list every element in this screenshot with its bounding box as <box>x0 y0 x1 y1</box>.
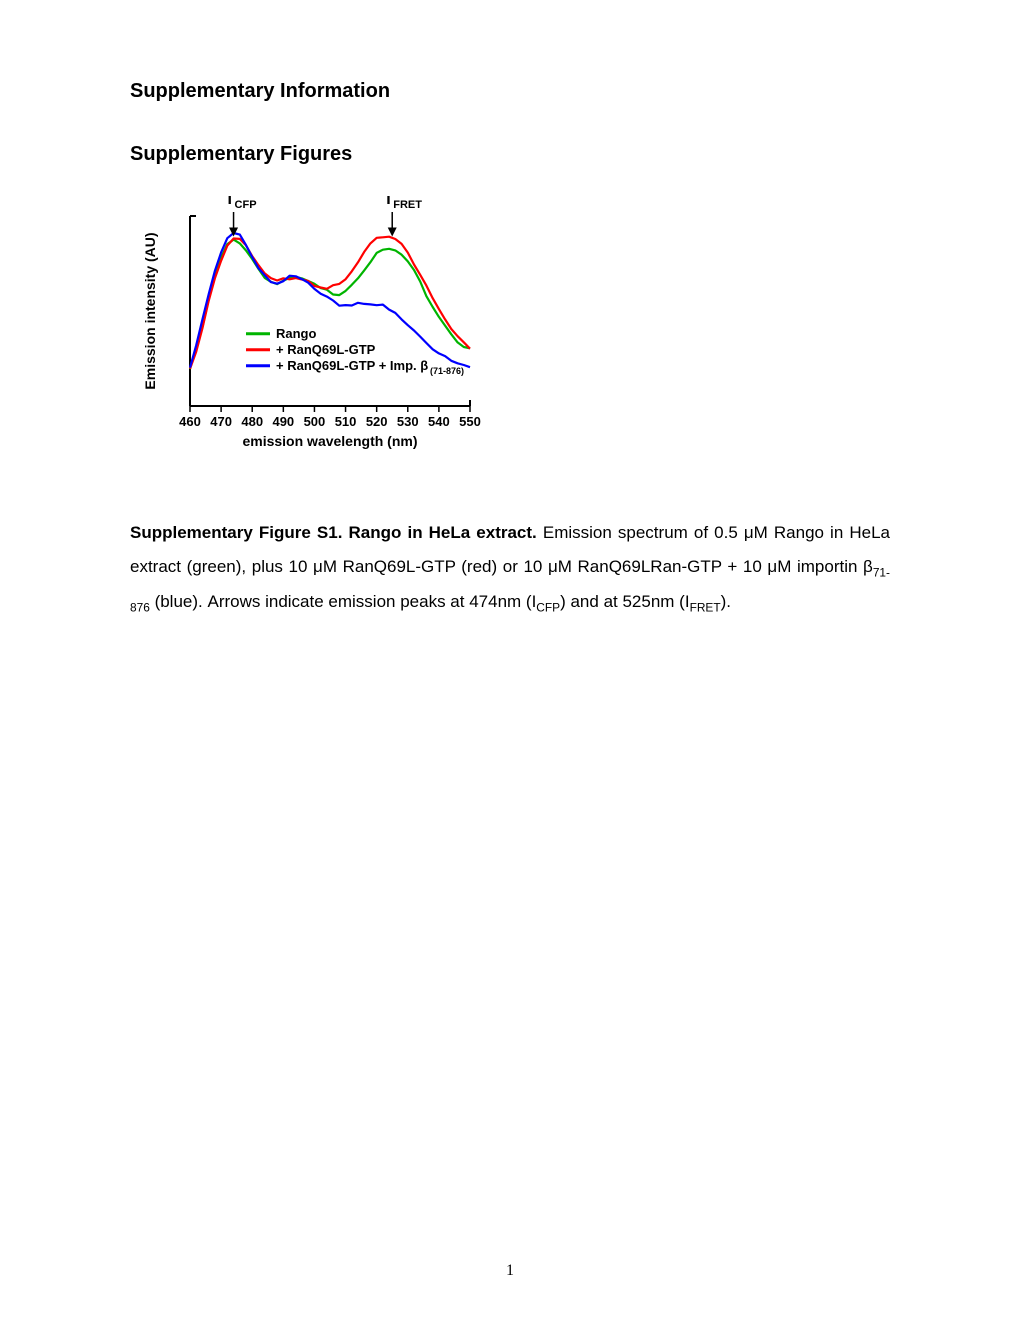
svg-text:I: I <box>228 196 232 208</box>
emission-spectrum-chart: 460 470 480 490 500 510 520 530 540 550 emission w… <box>130 196 490 466</box>
page-number: 1 <box>0 1262 1020 1280</box>
svg-text:FRET: FRET <box>393 199 422 211</box>
svg-text:530: 530 <box>397 414 419 429</box>
svg-text:480: 480 <box>241 414 263 429</box>
svg-text:540: 540 <box>428 414 450 429</box>
svg-text:520: 520 <box>366 414 388 429</box>
svg-text:500: 500 <box>304 414 326 429</box>
svg-text:460: 460 <box>179 414 201 429</box>
svg-text:+ RanQ69L-GTP: + RanQ69L-GTP <box>276 342 376 357</box>
caption-p2: (blue). Arrows indicate emission peaks a… <box>150 592 536 611</box>
caption-p4: ). <box>721 592 731 611</box>
figure-s1: 460 470 480 490 500 510 520 530 540 550 emission w… <box>130 196 890 466</box>
svg-text:Emission intensity (AU): Emission intensity (AU) <box>142 232 158 389</box>
svg-text:510: 510 <box>335 414 357 429</box>
caption-sub3: FRET <box>690 601 721 615</box>
caption-title: Supplementary Figure S1. Rango in HeLa e… <box>130 523 537 542</box>
svg-text:CFP: CFP <box>235 199 257 211</box>
page-title: Supplementary Information <box>130 80 890 103</box>
figure-caption: Supplementary Figure S1. Rango in HeLa e… <box>130 516 890 620</box>
svg-text:Rango: Rango <box>276 326 317 341</box>
svg-text:(71-876): (71-876) <box>430 366 464 376</box>
svg-text:490: 490 <box>272 414 294 429</box>
svg-text:+ RanQ69L-GTP + Imp. β: + RanQ69L-GTP + Imp. β <box>276 358 428 373</box>
svg-text:470: 470 <box>210 414 232 429</box>
figures-heading: Supplementary Figures <box>130 143 890 166</box>
svg-text:emission wavelength (nm): emission wavelength (nm) <box>242 433 417 449</box>
caption-p3: ) and at 525nm (I <box>560 592 689 611</box>
caption-sub2: CFP <box>536 601 560 615</box>
svg-text:I: I <box>386 196 390 208</box>
svg-text:550: 550 <box>459 414 481 429</box>
